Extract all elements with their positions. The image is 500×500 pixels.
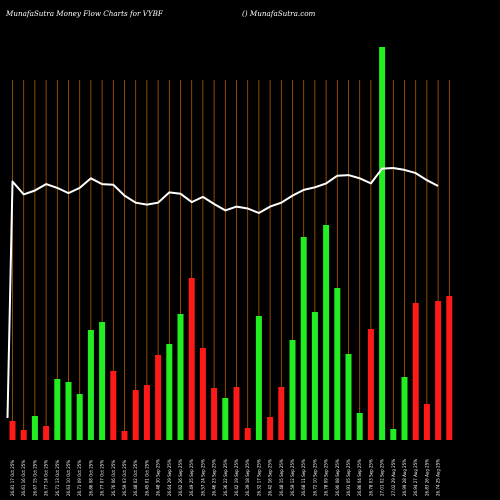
bar-down <box>423 404 430 440</box>
bar-down <box>199 348 206 440</box>
bar-down <box>188 278 195 440</box>
bar-up <box>289 340 296 440</box>
bar-down <box>446 296 453 440</box>
bar-up <box>356 413 363 440</box>
bar-up <box>345 354 352 440</box>
x-tick-label: 26.67 15 Oct 25% <box>32 460 37 496</box>
x-tick-label: 26.42 16 Sep 25% <box>268 459 273 496</box>
x-tick-label: 26.86 08 Oct 25% <box>88 460 93 496</box>
x-tick-label: 26.68 11 Sep 25% <box>301 459 306 496</box>
x-tick-label: 26.71 13 Oct 25% <box>55 460 60 496</box>
price-line <box>6 167 439 419</box>
x-tick-label: 26.48 15 Sep 25% <box>279 459 284 496</box>
x-tick-label: 26.78 09 Sep 25% <box>324 459 329 496</box>
bar-down <box>132 390 139 440</box>
x-tick-label: 26.72 10 Sep 25% <box>312 459 317 496</box>
x-tick-label: 26.61 16 Oct 25% <box>21 460 26 496</box>
x-tick-label: 26.77 14 Oct 25% <box>44 460 49 496</box>
bar-up <box>379 47 386 440</box>
x-tick-label: 26.77 07 Oct 25% <box>100 460 105 496</box>
bar-down <box>412 303 419 440</box>
x-tick-label: 26.90 08 Sep 25% <box>335 459 340 496</box>
x-tick-label: 26.39 18 Sep 25% <box>245 459 250 496</box>
volume-bars <box>9 47 453 440</box>
x-tick-label: 26.42 19 Sep 25% <box>234 459 239 496</box>
bar-down <box>435 301 442 440</box>
x-tick-label: 26.71 09 Oct 25% <box>77 460 82 496</box>
bar-up <box>54 379 61 440</box>
x-tick-label: 26.36 22 Sep 25% <box>223 459 228 496</box>
x-tick-label: 26.46 23 Sep 25% <box>212 459 217 496</box>
x-tick-label: 26.64 29 Sep 25% <box>167 459 172 496</box>
x-tick-label: 26.76 06 Oct 25% <box>111 460 116 496</box>
bar-up <box>323 225 330 440</box>
bar-down <box>9 421 16 440</box>
x-tick-label: 26.78 03 Sep 25% <box>368 459 373 496</box>
x-tick-label: 26.49 25 Sep 25% <box>189 459 194 496</box>
x-tick-label: 26.48 02 Oct 25% <box>133 460 138 496</box>
bar-down <box>278 387 285 440</box>
bar-up <box>99 322 106 440</box>
x-tick-label: 26.45 01 Oct 25% <box>144 460 149 496</box>
bar-up <box>166 344 173 440</box>
bar-up <box>390 429 397 440</box>
x-tick-label: 26.32 17 Sep 25% <box>256 459 261 496</box>
bar-up <box>334 288 341 440</box>
bar-down <box>267 417 274 440</box>
bar-up <box>177 314 184 440</box>
bar-down <box>367 329 374 440</box>
x-tick-label: 26.86 04 Sep 25% <box>357 459 362 496</box>
bar-down <box>20 430 27 440</box>
bar-up <box>255 316 262 440</box>
bar-up <box>31 416 38 440</box>
price-line-path <box>6 167 439 419</box>
x-tick-label: 26.83 26 Aug 25% <box>424 459 429 496</box>
x-tick-label: 26.74 25 Aug 25% <box>436 459 441 496</box>
x-tick-label: 26.81 17 Oct 25% <box>10 460 15 496</box>
bar-down <box>155 355 162 440</box>
x-tick-label: 26.59 12 Sep 25% <box>290 459 295 496</box>
x-tick-label: 26.62 26 Sep 25% <box>178 459 183 496</box>
bar-up <box>311 312 318 440</box>
bar-up <box>300 237 307 440</box>
x-tick-label: 26.63 10 Oct 25% <box>66 460 71 496</box>
x-tick-labels: 26.81 17 Oct 25% 26.61 16 Oct 25% 26.67 15… <box>10 459 441 496</box>
x-tick-label: 26.91 05 Sep 25% <box>346 459 351 496</box>
bar-down <box>211 388 218 440</box>
bar-up <box>401 377 408 440</box>
bar-up <box>87 330 94 440</box>
x-tick-label: 26.57 24 Sep 25% <box>200 459 205 496</box>
bar-up <box>65 382 72 440</box>
bar-down <box>43 426 50 440</box>
bar-down <box>244 428 251 440</box>
x-tick-label: 26.99 28 Aug 25% <box>402 459 407 496</box>
bar-down <box>110 371 117 440</box>
x-tick-label: 26.59 03 Oct 25% <box>122 460 127 496</box>
x-tick-label: 27.01 02 Sep 25% <box>380 459 385 496</box>
x-tick-label: 27.02 29 Aug 25% <box>391 459 396 496</box>
chart-title: MunafaSutra Money Flow Charts for VYBF <box>5 9 164 18</box>
x-tick-label: 26.94 27 Aug 25% <box>413 459 418 496</box>
bar-down <box>121 431 128 440</box>
bar-up <box>222 398 229 440</box>
bar-down <box>233 387 240 440</box>
bar-down <box>143 385 150 440</box>
bar-up <box>76 394 83 440</box>
x-tick-label: 26.48 30 Sep 25% <box>156 459 161 496</box>
chart-subtitle: () MunafaSutra.com <box>242 9 316 18</box>
